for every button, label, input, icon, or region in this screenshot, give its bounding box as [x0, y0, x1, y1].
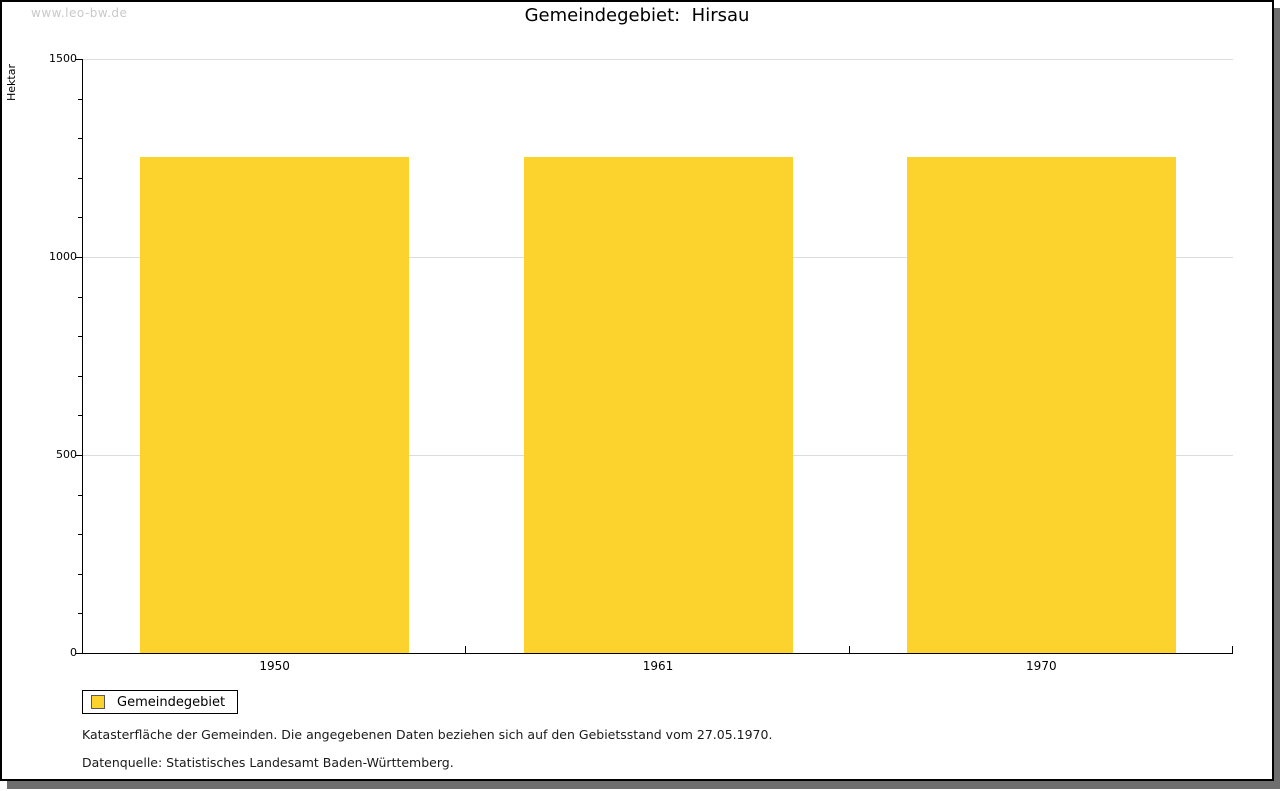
- y-minor-tick-400: [78, 494, 82, 496]
- y-axis-line: [82, 59, 83, 654]
- y-axis-label: Hektar: [5, 64, 18, 101]
- y-tick-label-0: 0: [70, 646, 77, 659]
- y-minor-tick-1100: [78, 217, 82, 219]
- legend-color-swatch: [91, 695, 105, 709]
- x-boundary-tick-2: [848, 646, 850, 653]
- plot-area: 0 500 1000 1500 1950 1961 1970: [49, 53, 1233, 673]
- x-boundary-tick-1: [465, 646, 467, 653]
- y-minor-tick-100: [78, 613, 82, 615]
- y-minor-tick-600: [78, 415, 82, 417]
- x-category-label-1961: 1961: [642, 659, 674, 673]
- y-tick-label-500: 500: [56, 448, 77, 461]
- x-boundary-tick-3: [1232, 646, 1233, 653]
- y-major-tick-1500: [75, 59, 82, 60]
- bar-1970: [906, 156, 1176, 653]
- y-tick-label-1500: 1500: [49, 52, 77, 65]
- y-major-tick-1000: [75, 257, 82, 258]
- y-major-tick-0: [75, 653, 82, 654]
- y-minor-tick-1200: [78, 177, 82, 179]
- x-axis-line: [82, 653, 1233, 654]
- legend-box: Gemeindegebiet: [82, 690, 239, 714]
- x-category-label-1950: 1950: [259, 659, 290, 673]
- footnote-data-source: Datenquelle: Statistisches Landesamt Bad…: [82, 755, 454, 770]
- legend-series-label: Gemeindegebiet: [117, 694, 226, 710]
- y-minor-tick-900: [78, 296, 82, 298]
- y-minor-tick-700: [78, 375, 82, 377]
- y-major-tick-500: [75, 455, 82, 456]
- watermark-text: www.leo-bw.de: [31, 6, 128, 20]
- y-minor-tick-1400: [78, 98, 82, 100]
- y-minor-tick-800: [78, 336, 82, 338]
- gridline-1500: [83, 59, 1233, 60]
- footnote-source-note: Katasterfläche der Gemeinden. Die angege…: [82, 727, 773, 742]
- y-minor-tick-300: [78, 534, 82, 536]
- y-tick-label-1000: 1000: [49, 250, 77, 263]
- bar-1950: [140, 156, 410, 653]
- footnotes: Katasterfläche der Gemeinden. Die angege…: [82, 727, 772, 783]
- x-category-label-1970: 1970: [1026, 659, 1057, 673]
- y-minor-tick-1300: [78, 138, 82, 140]
- bar-1961: [523, 156, 793, 653]
- chart-title: Gemeindegebiet: Hirsau: [524, 5, 750, 26]
- y-minor-tick-200: [78, 573, 82, 575]
